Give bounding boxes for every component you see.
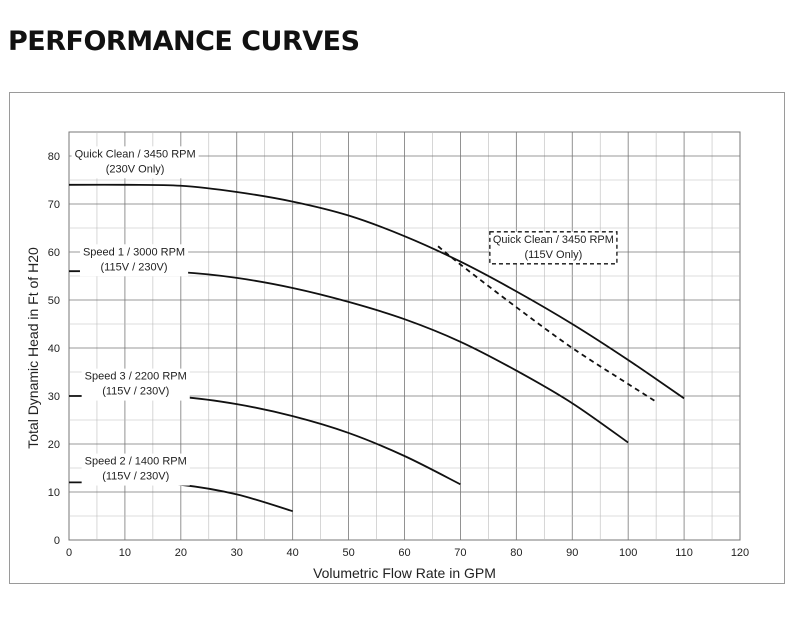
curve-label-quick-clean-230v: Quick Clean / 3450 RPM (230V Only) [71, 146, 199, 179]
x-tick-label: 110 [675, 547, 693, 559]
tick-labels: 0 10 20 30 40 50 60 70 80 90 100 110 120 0 10 20 30 40 50 6… [48, 151, 749, 559]
curve-quick-clean-230v [68, 183, 685, 400]
y-tick-label: 10 [48, 487, 60, 499]
x-tick-label: 80 [510, 547, 522, 559]
curve-label-background [81, 368, 190, 401]
y-tick-label: 20 [48, 439, 60, 451]
curve-label-name: Speed 3 / 2200 RPM [85, 371, 187, 383]
x-tick-label: 50 [342, 547, 354, 559]
y-tick-label: 60 [48, 247, 60, 259]
x-tick-label: 60 [398, 547, 410, 559]
x-tick-label: 20 [175, 547, 187, 559]
curve-label-name: Quick Clean / 3450 RPM [493, 234, 614, 246]
curve-label-speed-3: Speed 3 / 2200 RPM (115V / 230V) [81, 368, 190, 401]
curve-label-quick-clean-115v: Quick Clean / 3450 RPM (115V Only) [489, 231, 618, 265]
x-tick-label: 10 [119, 547, 131, 559]
curve-label-name: Speed 2 / 1400 RPM [85, 456, 187, 468]
x-tick-label: 90 [566, 547, 578, 559]
curve-label-speed-2: Speed 2 / 1400 RPM (115V / 230V) [81, 453, 190, 486]
page-title: PERFORMANCE CURVES [8, 26, 360, 57]
x-tick-label: 70 [454, 547, 466, 559]
curve-label-background [79, 244, 189, 277]
y-tick-label: 40 [48, 343, 60, 355]
curve-label-subtitle: (115V / 230V) [102, 386, 169, 398]
y-axis-title: Total Dynamic Head in Ft of H20 [25, 247, 41, 449]
curve-label-subtitle: (115V / 230V) [101, 261, 168, 273]
x-tick-label: 120 [731, 547, 749, 559]
curve-label-speed-1: Speed 1 / 3000 RPM (115V / 230V) [79, 244, 189, 277]
y-tick-label: 70 [48, 199, 60, 211]
curve-label-subtitle: (115V Only) [524, 249, 582, 261]
curve-labels: Quick Clean / 3450 RPM(230V Only)Quick C… [71, 146, 618, 486]
y-tick-label: 80 [48, 151, 60, 163]
curve-label-background [81, 453, 190, 486]
curve-label-subtitle: (230V Only) [106, 163, 165, 175]
x-axis-title: Volumetric Flow Rate in GPM [313, 565, 496, 581]
y-tick-label: 50 [48, 295, 60, 307]
curve-quick-clean-115v [437, 245, 657, 403]
x-tick-label: 0 [66, 547, 72, 559]
x-tick-label: 100 [619, 547, 637, 559]
curve-label-background [489, 231, 618, 265]
curve-label-name: Speed 1 / 3000 RPM [83, 246, 185, 258]
curve-label-subtitle: (115V / 230V) [102, 471, 169, 483]
x-tick-label: 40 [287, 547, 299, 559]
x-tick-label: 30 [231, 547, 243, 559]
curve-label-name: Quick Clean / 3450 RPM [75, 148, 196, 160]
y-tick-label: 0 [54, 535, 60, 547]
curve-label-background [71, 146, 199, 179]
y-tick-label: 30 [48, 391, 60, 403]
